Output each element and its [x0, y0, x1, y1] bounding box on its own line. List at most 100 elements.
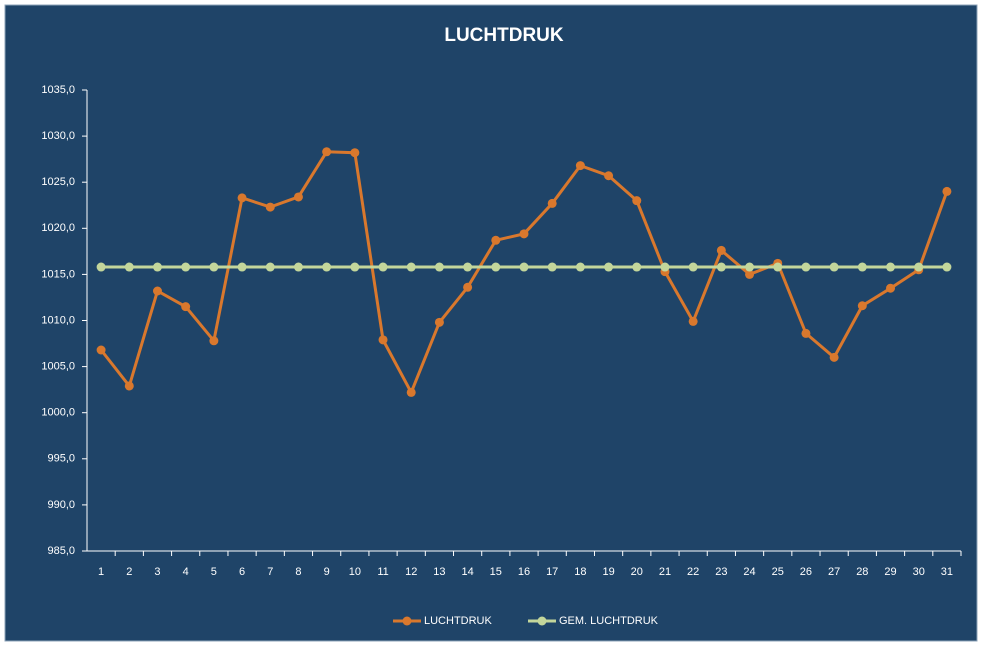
data-point [293, 192, 303, 202]
chart-title: LUCHTDRUK [444, 25, 564, 46]
data-point [434, 317, 444, 327]
data-point [632, 196, 642, 206]
data-point [942, 186, 952, 196]
data-point [519, 229, 529, 239]
x-tick-label: 28 [856, 566, 868, 578]
data-point [575, 262, 585, 272]
data-point [463, 262, 473, 272]
data-point [857, 262, 867, 272]
x-tick-label: 4 [183, 566, 189, 578]
data-point [152, 262, 162, 272]
data-point [152, 286, 162, 296]
data-point [124, 262, 134, 272]
x-tick-label: 20 [631, 566, 643, 578]
data-point [745, 269, 755, 279]
y-tick-label: 1010,0 [41, 314, 75, 326]
x-tick-label: 7 [267, 566, 273, 578]
x-tick-label: 15 [490, 566, 502, 578]
data-point [829, 262, 839, 272]
x-tick-label: 3 [154, 566, 160, 578]
x-tick-label: 23 [715, 566, 727, 578]
x-tick-label: 22 [687, 566, 699, 578]
x-tick-label: 17 [546, 566, 558, 578]
legend-marker [537, 616, 547, 626]
data-point [491, 235, 501, 245]
x-tick-label: 5 [211, 566, 217, 578]
data-point [801, 262, 811, 272]
chart-background [4, 4, 978, 642]
y-tick-label: 1020,0 [41, 222, 75, 234]
data-point [378, 335, 388, 345]
data-point [293, 262, 303, 272]
data-point [124, 381, 134, 391]
data-point [886, 283, 896, 293]
data-point [237, 262, 247, 272]
data-point [942, 262, 952, 272]
data-point [181, 302, 191, 312]
x-tick-label: 25 [772, 566, 784, 578]
x-tick-label: 24 [743, 566, 755, 578]
legend-marker [402, 616, 412, 626]
y-tick-label: 990,0 [47, 499, 75, 511]
x-tick-label: 18 [574, 566, 586, 578]
x-tick-label: 13 [433, 566, 445, 578]
x-tick-label: 21 [659, 566, 671, 578]
y-tick-label: 1030,0 [41, 130, 75, 142]
data-point [745, 262, 755, 272]
legend-label: GEM. LUCHTDRUK [559, 615, 659, 627]
data-point [350, 262, 360, 272]
data-point [237, 193, 247, 203]
data-point [463, 282, 473, 292]
x-tick-label: 8 [295, 566, 301, 578]
x-tick-label: 12 [405, 566, 417, 578]
x-tick-label: 30 [913, 566, 925, 578]
data-point [914, 262, 924, 272]
data-point [716, 262, 726, 272]
data-point [547, 262, 557, 272]
x-tick-label: 1 [98, 566, 104, 578]
data-point [688, 262, 698, 272]
data-point [491, 262, 501, 272]
data-point [886, 262, 896, 272]
data-point [632, 262, 642, 272]
y-tick-label: 995,0 [47, 453, 75, 465]
data-point [575, 161, 585, 171]
y-tick-label: 985,0 [47, 545, 75, 557]
data-point [801, 328, 811, 338]
data-point [604, 171, 614, 181]
data-point [265, 262, 275, 272]
x-tick-label: 31 [941, 566, 953, 578]
data-point [660, 262, 670, 272]
data-point [322, 147, 332, 157]
data-point [378, 262, 388, 272]
legend-label: LUCHTDRUK [424, 615, 493, 627]
data-point [181, 262, 191, 272]
data-point [547, 198, 557, 208]
y-tick-label: 1000,0 [41, 407, 75, 419]
y-tick-label: 1035,0 [41, 84, 75, 96]
data-point [406, 262, 416, 272]
data-point [773, 262, 783, 272]
x-tick-label: 9 [324, 566, 330, 578]
y-tick-label: 1015,0 [41, 268, 75, 280]
x-tick-label: 2 [126, 566, 132, 578]
data-point [829, 352, 839, 362]
x-tick-label: 29 [884, 566, 896, 578]
x-tick-label: 16 [518, 566, 530, 578]
x-tick-label: 19 [602, 566, 614, 578]
y-tick-label: 1005,0 [41, 361, 75, 373]
data-point [716, 245, 726, 255]
x-tick-label: 27 [828, 566, 840, 578]
data-point [209, 336, 219, 346]
y-tick-label: 1025,0 [41, 176, 75, 188]
data-point [322, 262, 332, 272]
data-point [406, 387, 416, 397]
x-tick-label: 14 [461, 566, 473, 578]
data-point [688, 316, 698, 326]
data-point [209, 262, 219, 272]
x-tick-label: 10 [349, 566, 361, 578]
x-tick-label: 26 [800, 566, 812, 578]
data-point [350, 148, 360, 158]
data-point [434, 262, 444, 272]
